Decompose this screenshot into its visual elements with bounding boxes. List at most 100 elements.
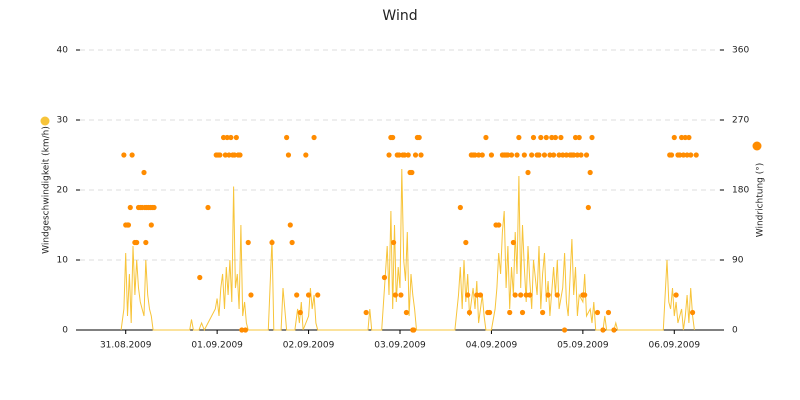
direction-point	[285, 152, 292, 158]
direction-point	[527, 292, 533, 298]
y-tick-label: 20	[57, 186, 69, 196]
direction-point	[476, 152, 482, 158]
direction-point	[529, 152, 535, 158]
direction-point	[245, 239, 251, 246]
direction-point	[574, 152, 580, 158]
direction-point	[457, 204, 463, 211]
direction-point	[466, 309, 473, 316]
direction-point	[508, 152, 515, 158]
direction-point	[412, 152, 419, 158]
direction-point	[287, 222, 293, 228]
direction-point	[294, 292, 300, 298]
direction-point	[143, 239, 149, 246]
direction-point	[134, 239, 140, 246]
direction-point	[505, 152, 511, 158]
direction-point	[589, 134, 595, 141]
direction-point	[558, 134, 564, 141]
speed-line	[120, 168, 695, 332]
direction-point	[197, 274, 203, 281]
direction-point	[682, 134, 688, 141]
direction-point	[487, 309, 493, 316]
direction-point	[585, 204, 591, 211]
x-tick-label: 05.09.2009	[557, 341, 609, 351]
direction-point	[512, 292, 518, 298]
direction-point	[141, 169, 147, 176]
direction-point	[688, 152, 694, 158]
y2-tick-label: 180	[732, 186, 749, 196]
direction-point	[205, 204, 211, 211]
direction-point	[689, 309, 696, 316]
y-tick-label: 10	[57, 256, 69, 266]
direction-point	[237, 152, 243, 158]
direction-point	[127, 204, 133, 211]
direction-point	[556, 152, 562, 158]
x-tick-label: 01.09.2009	[191, 341, 243, 351]
direction-point	[220, 134, 227, 141]
direction-point	[477, 292, 484, 298]
direction-point	[530, 134, 537, 141]
direction-point	[248, 292, 254, 298]
direction-point	[684, 152, 690, 158]
direction-point	[549, 134, 555, 141]
direction-point	[680, 152, 687, 158]
direction-point	[226, 152, 232, 158]
direction-point	[381, 274, 388, 281]
direction-point	[594, 309, 601, 316]
direction-point	[552, 134, 559, 141]
direction-point	[518, 292, 524, 298]
direction-point	[363, 309, 369, 316]
y2-axis-label: Windrichtung (°)	[756, 163, 766, 238]
x-tick-label: 02.09.2009	[283, 341, 335, 351]
direction-point	[510, 239, 516, 246]
direction-point	[525, 169, 531, 176]
x-tick-label: 31.08.2009	[100, 341, 152, 351]
direction-point	[554, 292, 560, 298]
x-tick-label: 03.09.2009	[374, 341, 426, 351]
direction-point	[125, 222, 132, 228]
direction-point	[305, 292, 312, 298]
direction-point	[561, 327, 568, 333]
direction-point	[148, 222, 154, 228]
direction-point	[231, 152, 238, 158]
direction-point	[545, 292, 551, 298]
y-axis-label: Windgeschwindigkeit (km/h)	[42, 126, 52, 254]
direction-point	[587, 169, 593, 176]
direction-point	[472, 152, 478, 158]
direction-point	[121, 152, 127, 158]
direction-point	[543, 134, 549, 141]
direction-point	[547, 152, 553, 158]
direction-point	[673, 292, 679, 298]
direction-point	[217, 152, 223, 158]
direction-point	[668, 152, 675, 158]
direction-point	[289, 239, 295, 246]
direction-point	[516, 134, 522, 141]
direction-point	[386, 152, 392, 158]
direction-point	[514, 152, 520, 158]
direction-point	[483, 134, 489, 141]
direction-point	[222, 152, 228, 158]
direction-point	[129, 152, 135, 158]
direction-point	[541, 152, 548, 158]
y-tick-label: 30	[57, 116, 69, 126]
legend-dot	[40, 116, 50, 126]
direction-point	[578, 152, 584, 158]
direction-point	[605, 309, 612, 316]
direction-point	[391, 239, 397, 246]
direction-point	[519, 309, 526, 316]
direction-point	[401, 152, 408, 158]
direction-point	[297, 309, 303, 316]
direction-point	[463, 239, 469, 246]
direction-point	[409, 169, 415, 176]
direction-point	[242, 327, 249, 333]
direction-point	[563, 152, 570, 158]
direction-point	[403, 309, 409, 316]
x-tick-label: 06.09.2009	[649, 341, 701, 351]
direction-point	[224, 134, 230, 141]
direction-point	[671, 134, 677, 141]
direction-point	[392, 292, 399, 298]
direction-point	[233, 134, 239, 141]
legend-dot	[752, 141, 762, 151]
direction-point	[315, 292, 321, 298]
direction-point	[303, 152, 309, 158]
direction-point	[677, 152, 683, 158]
